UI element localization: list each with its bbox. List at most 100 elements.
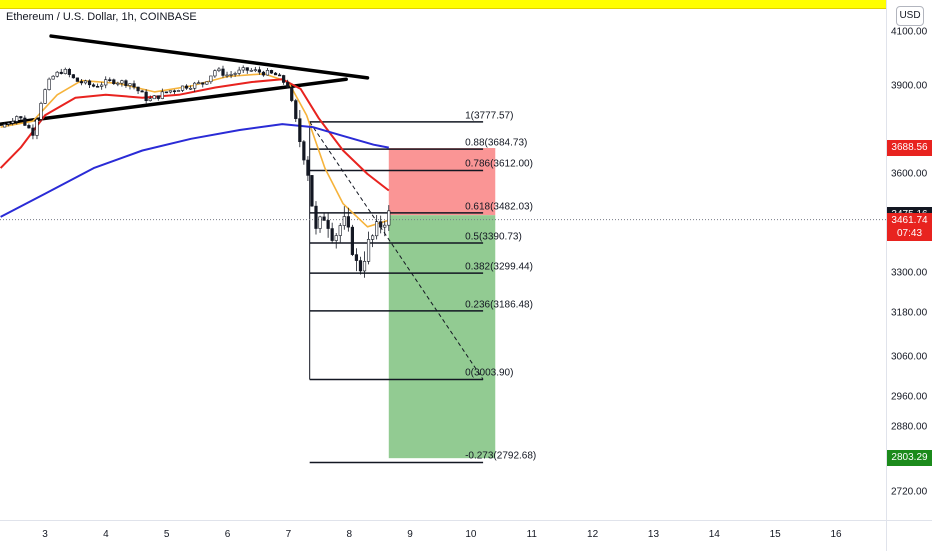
candle-up <box>217 68 221 71</box>
candle-up <box>83 80 88 84</box>
candle-up <box>128 83 132 86</box>
stop-loss-zone <box>388 148 496 216</box>
axis-corner <box>886 520 932 551</box>
candle-down <box>302 141 306 161</box>
candle-up <box>229 74 233 76</box>
candle-down <box>290 86 294 101</box>
time-tick-label: 4 <box>103 529 109 540</box>
candle-up <box>362 261 367 272</box>
candle-down <box>31 127 35 136</box>
candle-up <box>225 74 229 77</box>
candle-up <box>160 91 164 99</box>
chart-title: Ethereum / U.S. Dollar, 1h, COINBASE <box>6 11 197 23</box>
fib-level-label: 0.382(3299.44) <box>465 261 533 273</box>
time-tick-label: 12 <box>587 529 599 540</box>
candle-down <box>67 69 71 75</box>
candle-down <box>282 75 286 83</box>
candle-up <box>241 67 245 71</box>
price-tick-label: 3180.00 <box>891 307 928 319</box>
price-tick-label: 2960.00 <box>891 391 928 403</box>
candle-up <box>51 75 55 80</box>
candle-up <box>205 81 209 85</box>
time-tick-label: 9 <box>407 529 413 540</box>
currency-badge[interactable]: USD <box>896 6 924 26</box>
price-tag-live: 3461.74 07:43 <box>887 212 932 241</box>
candle-down <box>346 216 350 228</box>
fib-trend-line <box>309 121 484 380</box>
candle-down <box>108 79 112 81</box>
time-tick-label: 8 <box>346 529 352 540</box>
candle-down <box>221 68 225 76</box>
candle-up <box>371 235 375 240</box>
candle-down <box>294 100 298 119</box>
candle-up <box>100 84 104 87</box>
candle-down <box>314 205 318 229</box>
time-tick-label: 6 <box>224 529 231 540</box>
candle-up <box>318 216 322 229</box>
fib-level-label: 0.5(3390.73) <box>465 231 522 243</box>
fib-level-label: 0(3003.90) <box>465 367 514 379</box>
price-tick-label: 3300.00 <box>891 267 928 279</box>
candle-down <box>96 85 100 88</box>
candle-up <box>55 71 59 77</box>
time-tick-label: 5 <box>163 529 170 540</box>
candle-down <box>164 91 168 94</box>
candle-down <box>277 74 282 77</box>
candle-down <box>132 83 136 88</box>
candle-down <box>326 220 330 229</box>
fib-level-label: 0.88(3684.73) <box>465 137 528 149</box>
take-profit-zone <box>388 215 496 459</box>
candle-up <box>338 225 342 236</box>
candle-down <box>350 226 354 255</box>
candle-down <box>261 71 266 76</box>
price-axis[interactable] <box>886 0 932 520</box>
candle-down <box>140 90 144 93</box>
candle-up <box>249 69 253 72</box>
candle-up <box>375 221 379 237</box>
candle-up <box>383 224 387 228</box>
candle-down <box>322 216 326 221</box>
time-axis[interactable] <box>0 520 886 551</box>
candle-down <box>269 70 274 74</box>
candle-up <box>7 122 11 125</box>
candle-down <box>75 77 80 82</box>
candle-down <box>91 84 96 87</box>
candle-up <box>197 82 201 84</box>
candle-up <box>39 103 43 120</box>
candle-up <box>47 78 51 90</box>
candle-up <box>342 216 346 226</box>
candle-down <box>156 95 160 99</box>
candle-down <box>310 175 314 207</box>
ma-mid-line <box>0 78 390 192</box>
candle-up <box>104 79 108 86</box>
candle-down <box>201 82 205 85</box>
ma-slow-line <box>0 123 389 218</box>
candle-down <box>112 79 116 85</box>
price-tick-label: 3600.00 <box>891 168 928 180</box>
candle-up <box>265 70 270 76</box>
candle-down <box>19 116 23 119</box>
candle-up <box>180 85 185 91</box>
price-tick-label: 2880.00 <box>891 421 928 433</box>
time-tick-label: 15 <box>769 529 781 540</box>
price-tick-label: 4100.00 <box>891 26 928 38</box>
candle-up <box>152 95 156 100</box>
price-chart[interactable] <box>0 0 886 520</box>
bar-countdown: 07:43 <box>896 227 923 239</box>
candle-down <box>172 90 177 93</box>
price-tick-label: 3060.00 <box>891 351 928 363</box>
price-tag-stop: 3688.56 <box>887 140 932 157</box>
price-tag-target: 2803.29 <box>887 450 932 467</box>
candle-up <box>366 239 371 262</box>
fib-level-label: 1(3777.57) <box>465 110 514 122</box>
candle-up <box>387 210 391 226</box>
candle-down <box>27 125 31 129</box>
candle-down <box>257 69 261 73</box>
candle-up <box>116 82 120 85</box>
candle-up <box>334 235 338 241</box>
candle-down <box>124 80 128 86</box>
candle-up <box>15 116 19 122</box>
candle-up <box>168 90 173 93</box>
candle-down <box>298 118 302 142</box>
candle-up <box>209 75 213 83</box>
